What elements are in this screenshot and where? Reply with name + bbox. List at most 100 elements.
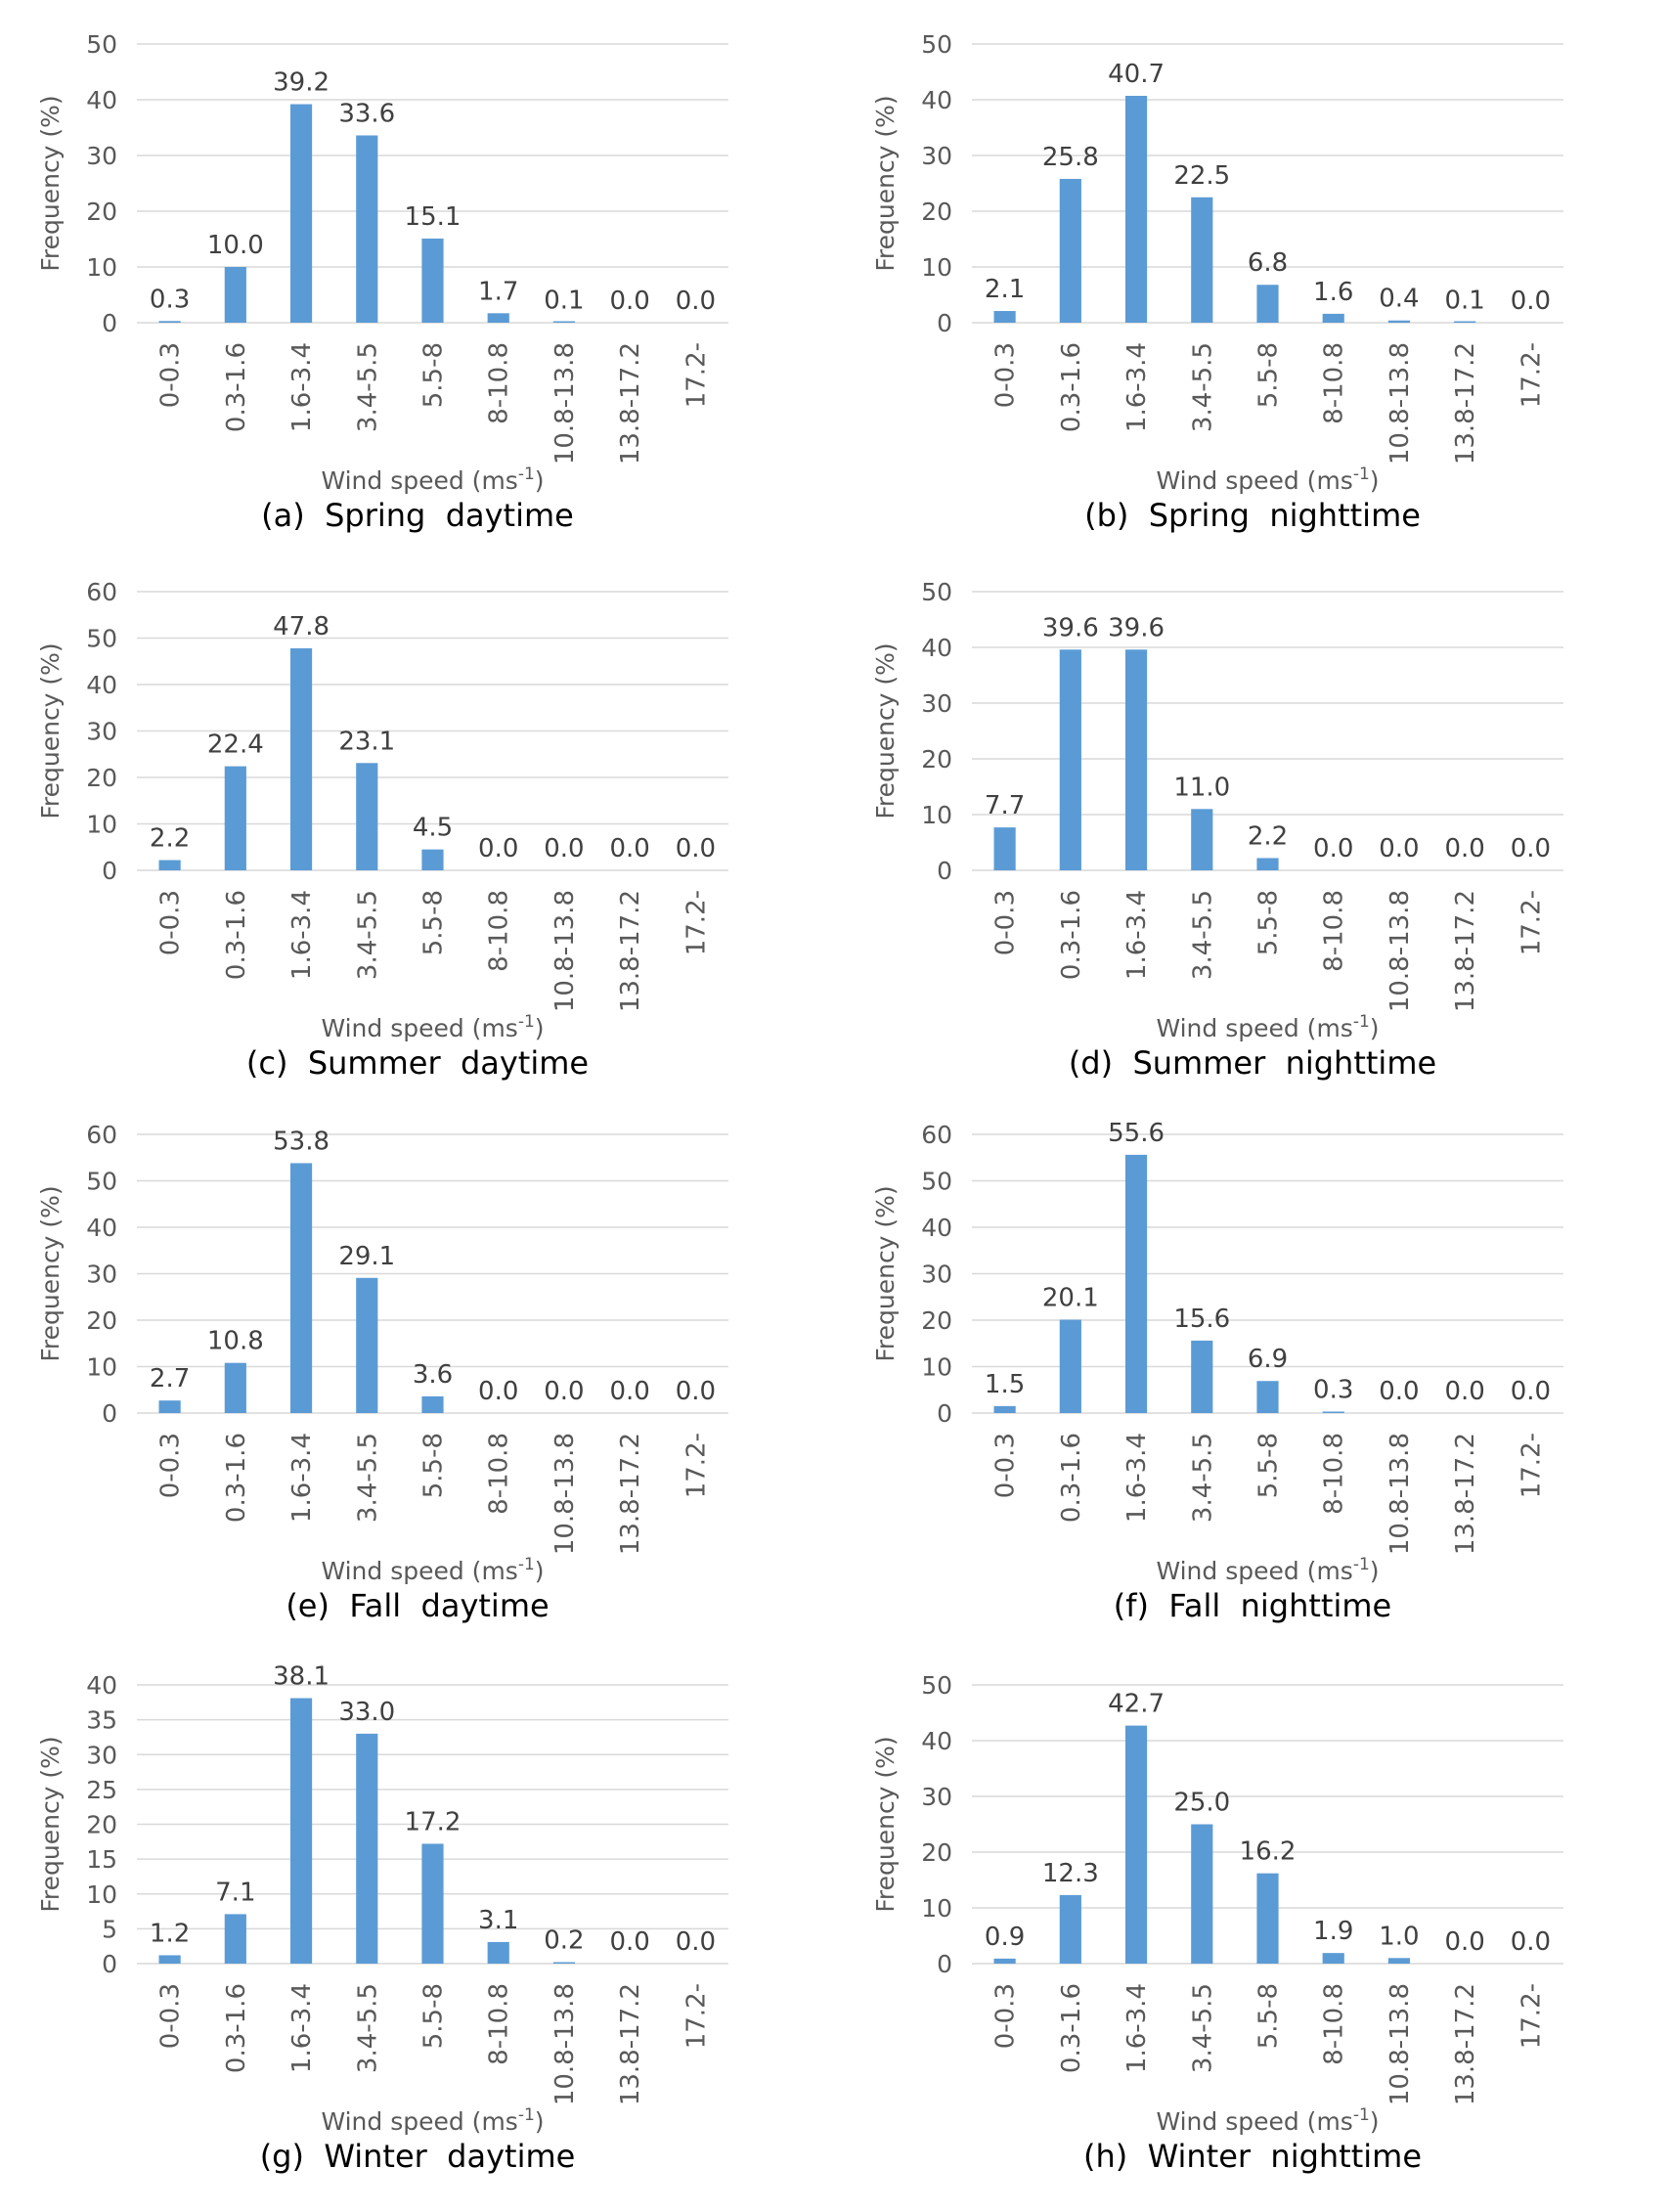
chart-panel-e: 0 10 20 30 40 50 60 2.7 0-0.3 10.8 0.3-1.6 53.8 1.6-… [0, 1090, 835, 1638]
y-tick-label: 5 [102, 1915, 117, 1943]
x-tick-label: 3.4-5.5 [1188, 1433, 1217, 1523]
x-tick-label: 8-10.8 [485, 890, 514, 972]
data-label: 1.5 [985, 1370, 1025, 1399]
bar [421, 849, 444, 870]
x-tick-label: 10.8-13.8 [550, 342, 580, 465]
data-label: 20.1 [1042, 1284, 1099, 1313]
x-tick-label: 5.5-8 [419, 1433, 449, 1498]
y-tick-label: 60 [86, 578, 117, 606]
data-label: 6.8 [1248, 248, 1288, 278]
x-axis-title-text: Wind speed (ms [1156, 2107, 1352, 2136]
y-axis-title: Frequency (%) [36, 95, 65, 271]
x-tick-label: 10.8-13.8 [1385, 1433, 1415, 1555]
x-axis-title: Wind speed (ms-1) [1156, 1012, 1379, 1042]
x-tick-label: 17.2- [1517, 890, 1546, 955]
x-tick-label: 13.8-17.2 [616, 342, 645, 465]
y-tick-label: 20 [921, 198, 952, 226]
x-tick-label: 3.4-5.5 [1188, 1983, 1217, 2073]
x-axis-title-close: ) [535, 1557, 545, 1585]
data-label: 17.2 [405, 1807, 462, 1836]
chart-g: 0 5 10 15 20 25 30 35 40 1.2 0-0.3 7.1 0.3-1.6 38.1 1.… [36, 1662, 728, 2136]
x-tick-label: 0-0.3 [156, 342, 186, 408]
x-tick-label: 13.8-17.2 [1451, 890, 1480, 1012]
bar [1059, 649, 1081, 870]
x-axis-title-close: ) [1370, 466, 1380, 495]
y-tick-label: 10 [86, 253, 117, 282]
x-tick-label: 5.5-8 [1254, 1433, 1284, 1498]
x-tick-label: 13.8-17.2 [616, 1433, 645, 1555]
chart-panel-g: 0 5 10 15 20 25 30 35 40 1.2 0-0.3 7.1 0.3-1.6 38.1 1.… [0, 1641, 835, 2189]
chart-panel-a: 0 10 20 30 40 50 0.3 0-0.3 10.0 0.3-1.6 39.2 1.6-3.… [0, 0, 835, 548]
bar [289, 1698, 313, 1964]
x-tick-label: 0.3-1.6 [222, 1983, 251, 2073]
bar [1191, 809, 1213, 870]
bar [289, 647, 313, 870]
data-label: 10.0 [207, 231, 264, 260]
data-label: 0.1 [544, 286, 584, 315]
y-tick-label: 40 [921, 1727, 952, 1755]
y-tick-label: 20 [86, 1306, 117, 1335]
x-tick-label: 13.8-17.2 [1451, 1433, 1480, 1555]
data-label: 15.6 [1173, 1305, 1230, 1334]
bar [224, 1914, 246, 1964]
y-tick-label: 20 [921, 1838, 952, 1867]
bar [1191, 197, 1213, 323]
data-label: 33.0 [338, 1698, 395, 1727]
bar [289, 104, 313, 323]
x-tick-label: 0.3-1.6 [222, 342, 251, 432]
data-label: 0.0 [544, 834, 584, 863]
x-tick-label: 13.8-17.2 [1451, 1983, 1480, 2105]
y-tick-label: 10 [86, 1880, 117, 1909]
y-tick-label: 0 [937, 857, 952, 885]
data-label: 0.1 [1444, 286, 1484, 315]
x-tick-label: 8-10.8 [1320, 890, 1349, 972]
x-tick-label: 17.2- [1517, 1983, 1546, 2049]
y-tick-label: 40 [86, 1671, 117, 1700]
y-tick-label: 35 [86, 1706, 117, 1735]
data-label: 0.3 [1313, 1376, 1353, 1405]
y-tick-label: 30 [921, 689, 952, 718]
y-tick-label: 0 [102, 309, 117, 337]
bar [158, 321, 181, 323]
y-tick-label: 50 [86, 625, 117, 653]
data-label: 0.0 [1313, 834, 1353, 863]
y-tick-label: 10 [86, 1353, 117, 1382]
x-tick-label: 10.8-13.8 [550, 890, 580, 1012]
bar [224, 1362, 246, 1413]
x-tick-label: 17.2- [1517, 1433, 1546, 1498]
chart-f: 0 10 20 30 40 50 60 1.5 0-0.3 20.1 0.3-1.6 55.6 1.6-… [871, 1119, 1563, 1585]
y-tick-label: 60 [921, 1121, 952, 1149]
data-label: 0.0 [609, 1377, 649, 1406]
caption-h: (h) Winter nighttime [1082, 2138, 1423, 2175]
x-tick-label: 1.6-3.4 [287, 342, 317, 432]
x-axis-title-text: Wind speed (ms [1156, 1014, 1352, 1042]
data-label: 0.0 [1444, 1377, 1484, 1406]
x-tick-label: 1.6-3.4 [1122, 1433, 1152, 1523]
chart-d: 0 10 20 30 40 50 7.7 0-0.3 39.6 0.3-1.6 39.6 1.6-3.… [871, 578, 1563, 1042]
chart-panel-d: 0 10 20 30 40 50 7.7 0-0.3 39.6 0.3-1.6 39.6 1.6-3.… [835, 548, 1670, 1095]
x-tick-label: 10.8-13.8 [1385, 1983, 1415, 2105]
caption-f: (f) Fall nighttime [1113, 1587, 1392, 1624]
x-tick-label: 8-10.8 [1320, 1433, 1349, 1515]
x-tick-label: 0.3-1.6 [1057, 1983, 1086, 2073]
bar [993, 311, 1016, 323]
x-axis-title-text: Wind speed (ms [321, 1014, 517, 1042]
x-axis-title-text: Wind speed (ms [321, 466, 517, 495]
y-tick-label: 30 [921, 1783, 952, 1811]
data-label: 40.7 [1108, 60, 1165, 89]
y-tick-label: 50 [921, 30, 952, 59]
chart-panel-b: 0 10 20 30 40 50 2.1 0-0.3 25.8 0.3-1.6 40.7 1.6-3.… [835, 0, 1670, 548]
x-tick-label: 0-0.3 [991, 1433, 1021, 1498]
bar [552, 1962, 576, 1964]
y-axis-title: Frequency (%) [36, 1736, 65, 1912]
x-tick-label: 1.6-3.4 [1122, 342, 1152, 432]
data-label: 2.2 [150, 824, 190, 854]
x-axis-title-close: ) [1370, 1014, 1380, 1042]
y-axis-title: Frequency (%) [871, 642, 900, 818]
x-tick-label: 1.6-3.4 [1122, 1983, 1152, 2073]
y-tick-label: 0 [937, 1950, 952, 1978]
x-tick-label: 0-0.3 [991, 1983, 1021, 2049]
x-tick-label: 17.2- [682, 342, 711, 408]
data-label: 15.1 [405, 202, 462, 232]
bar [421, 238, 444, 323]
